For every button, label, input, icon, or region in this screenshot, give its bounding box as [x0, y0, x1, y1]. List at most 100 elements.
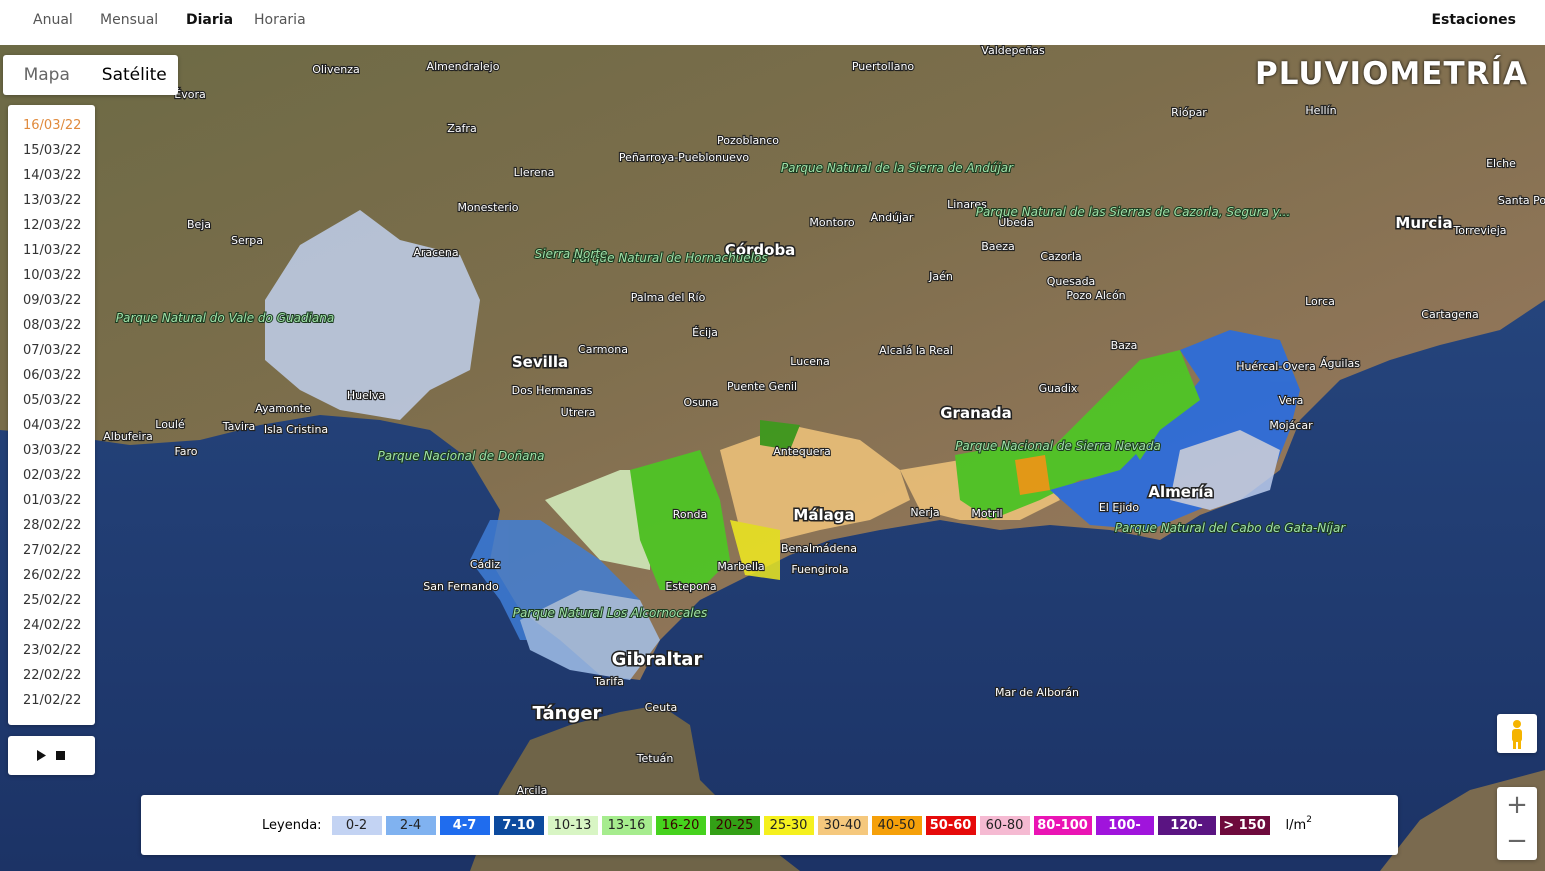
- date-item[interactable]: 07/03/22: [23, 343, 82, 358]
- map-place-label: Aracena: [413, 246, 458, 259]
- map-place-label: Dos Hermanas: [512, 384, 593, 397]
- map-place-label: Montoro: [809, 216, 855, 229]
- map-place-label: Puente Genil: [727, 380, 797, 393]
- date-item[interactable]: 25/02/22: [23, 593, 82, 608]
- nav-link[interactable]: Estaciones: [1431, 12, 1516, 28]
- legend-swatch: > 150: [1219, 815, 1270, 835]
- street-view-control[interactable]: [1497, 714, 1537, 753]
- satellite-map[interactable]: Olivenza Almendralejo Zafra Llerena Pozoblan…: [0, 45, 1545, 871]
- top-nav: Anual Mensual Diaria Horaria Estaciones: [0, 0, 1545, 45]
- map-place-label: Guadix: [1039, 382, 1078, 395]
- map-place-label: Nerja: [910, 506, 939, 519]
- map-park-label: Parque Natural del Cabo de Gata-Níjar: [1115, 521, 1347, 535]
- map-type-button[interactable]: Mapa: [23, 65, 70, 85]
- map-place-label: Linares: [947, 198, 987, 211]
- map-place-label: Ayamonte: [255, 402, 311, 415]
- map-place-label: Gibraltar: [612, 649, 703, 670]
- date-item[interactable]: 27/02/22: [23, 543, 82, 558]
- date-item[interactable]: 04/03/22: [23, 418, 82, 433]
- map-place-label: Cazorla: [1040, 250, 1081, 263]
- legend-unit: l/m: [1285, 817, 1307, 833]
- date-item[interactable]: 22/02/22: [23, 668, 82, 683]
- map-place-label: Motril: [971, 507, 1002, 520]
- map-place-label: Arcila: [517, 784, 548, 797]
- map-place-label: Monesterio: [457, 201, 518, 214]
- legend-swatch: 0-2: [331, 815, 382, 835]
- date-item[interactable]: 01/03/22: [23, 493, 82, 508]
- overlay-title: PLUVIOMETRÍA: [1255, 56, 1528, 92]
- map-park-label: Parque Natural do Vale do Guadiana: [116, 311, 334, 325]
- play-button[interactable]: [37, 750, 46, 761]
- legend-swatch: 20-25: [709, 815, 760, 835]
- legend-swatch: 16-20: [655, 815, 706, 835]
- date-item[interactable]: 24/02/22: [23, 618, 82, 633]
- map-place-label: Estepona: [665, 580, 716, 593]
- map-park-label: Sierra Norte: [535, 247, 608, 261]
- legend-swatch: 25-30: [763, 815, 814, 835]
- date-item[interactable]: 13/03/22: [23, 193, 82, 208]
- date-item[interactable]: 08/03/22: [23, 318, 82, 333]
- map-place-label: Quesada: [1047, 275, 1096, 288]
- legend-swatch: 40-50: [871, 815, 922, 835]
- rain-overlay: [265, 210, 1300, 680]
- map-place-label: Elche: [1486, 157, 1516, 170]
- map-place-label: Riópar: [1171, 106, 1207, 119]
- map-place-label: Antequera: [773, 445, 831, 458]
- date-item[interactable]: 02/03/22: [23, 468, 82, 483]
- nav-tab[interactable]: Anual: [33, 12, 73, 28]
- map-place-label: Lucena: [790, 355, 829, 368]
- map-place-label: Úbeda: [998, 216, 1034, 229]
- map-place-label: Tánger: [533, 703, 602, 724]
- map-place-label: Utrera: [561, 406, 596, 419]
- map-place-label: Baeza: [981, 240, 1015, 253]
- map-place-label: Huércal-Overa: [1236, 360, 1316, 373]
- map-park-label: Parque Natural de Hornachuelos: [572, 251, 767, 265]
- map-place-label: Andújar: [871, 211, 914, 224]
- stop-button[interactable]: [56, 751, 65, 760]
- zoom-button[interactable]: +: [1506, 790, 1528, 820]
- map-place-label: Almendralejo: [427, 60, 500, 73]
- nav-tab[interactable]: Mensual: [100, 12, 159, 28]
- date-item[interactable]: 09/03/22: [23, 293, 82, 308]
- map-type-button[interactable]: Satélite: [101, 65, 167, 85]
- date-item[interactable]: 06/03/22: [23, 368, 82, 383]
- nav-tab[interactable]: Diaria: [186, 12, 234, 28]
- playback-icons: [37, 750, 65, 761]
- map-place-label: Águilas: [1320, 357, 1360, 370]
- date-item[interactable]: 16/03/22: [23, 118, 82, 133]
- map-place-label: Marbella: [717, 560, 764, 573]
- zoom-controls: + −: [1497, 787, 1537, 860]
- map-labels: Olivenza Almendralejo Zafra Llerena Pozoblan…: [102, 45, 1545, 798]
- date-item[interactable]: 05/03/22: [23, 393, 82, 408]
- map-place-label: Peñarroya-Pueblonuevo: [619, 151, 749, 164]
- map-place-label: Alcalá la Real: [879, 344, 953, 357]
- map-place-label: Santa Po: [1498, 194, 1545, 207]
- map-place-label: Loulé: [155, 418, 185, 431]
- date-item[interactable]: 10/03/22: [23, 268, 82, 283]
- map-place-label: Pozoblanco: [717, 134, 779, 147]
- map-place-label: Córdoba: [725, 241, 796, 259]
- date-item[interactable]: 12/03/22: [23, 218, 82, 233]
- map-place-label: Lorca: [1305, 295, 1335, 308]
- map-place-label: Jaén: [928, 270, 953, 283]
- map-place-label: El Ejido: [1099, 501, 1140, 514]
- map-place-label: Tavira: [222, 420, 255, 433]
- map-place-label: Tetuán: [636, 752, 674, 765]
- map-place-label: Puertollano: [852, 60, 915, 73]
- nav-tab[interactable]: Horaria: [254, 12, 306, 28]
- date-item[interactable]: 14/03/22: [23, 168, 82, 183]
- legend-swatch: 2-4: [385, 815, 436, 835]
- date-item[interactable]: 15/03/22: [23, 143, 82, 158]
- date-item[interactable]: 28/02/22: [23, 518, 82, 533]
- map-place-label: Olivenza: [312, 63, 360, 76]
- date-item[interactable]: 26/02/22: [23, 568, 82, 583]
- date-item[interactable]: 11/03/22: [23, 243, 82, 258]
- date-item[interactable]: 03/03/22: [23, 443, 82, 458]
- date-item[interactable]: 21/02/22: [23, 693, 82, 708]
- map-place-label: Huelva: [347, 389, 385, 402]
- legend: Leyenda: 0-2 2-4 4-7 7-10 10-13 13-16 16-20 20-2…: [141, 795, 1398, 855]
- map-place-label: Carmona: [578, 343, 628, 356]
- zoom-button[interactable]: −: [1506, 826, 1528, 856]
- date-item[interactable]: 23/02/22: [23, 643, 82, 658]
- map-place-label: Llerena: [514, 166, 555, 179]
